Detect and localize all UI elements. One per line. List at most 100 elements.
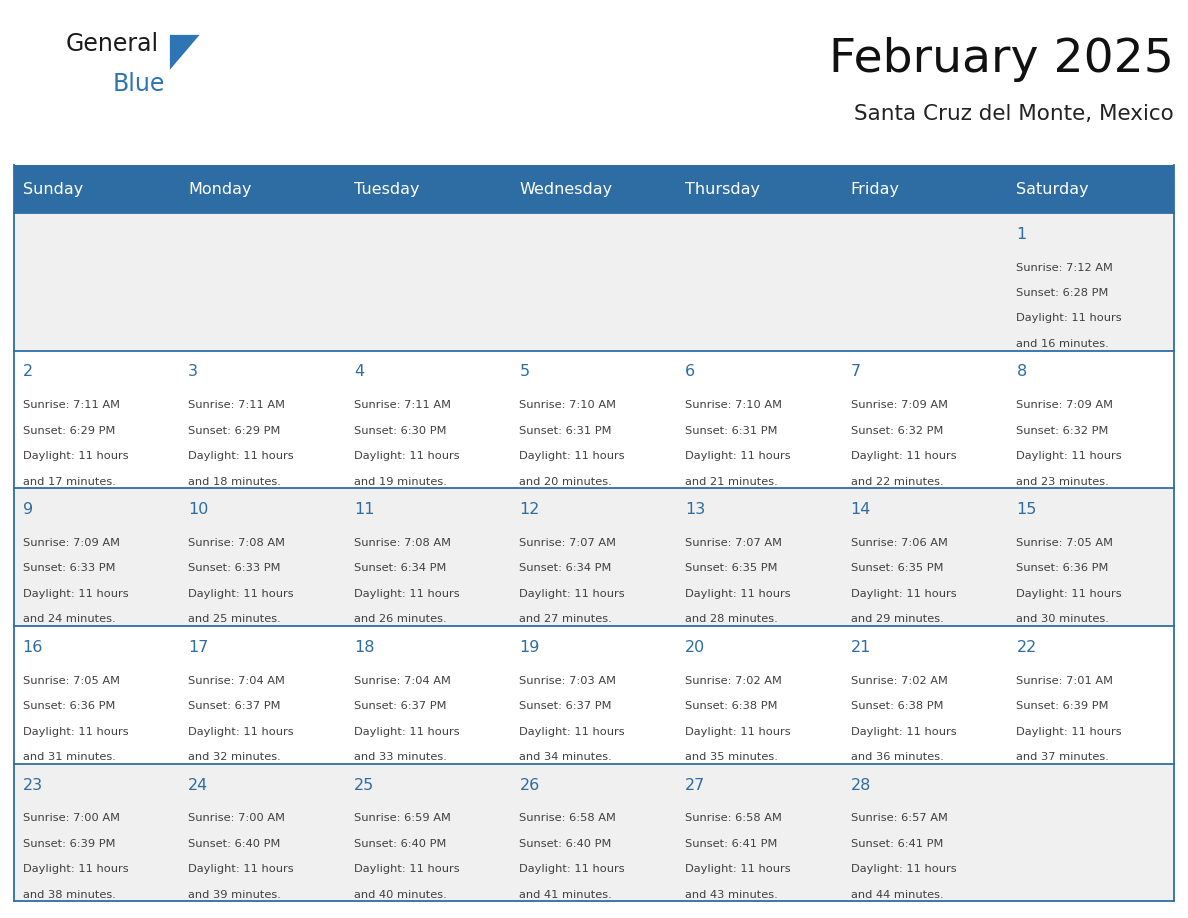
Text: 6: 6 (685, 364, 695, 379)
Text: and 31 minutes.: and 31 minutes. (23, 752, 115, 762)
Text: Blue: Blue (113, 72, 165, 95)
Text: Sunrise: 7:09 AM: Sunrise: 7:09 AM (23, 538, 120, 548)
Text: Daylight: 11 hours: Daylight: 11 hours (519, 864, 625, 874)
Text: Sunrise: 7:09 AM: Sunrise: 7:09 AM (1017, 400, 1113, 410)
Text: Santa Cruz del Monte, Mexico: Santa Cruz del Monte, Mexico (854, 104, 1174, 124)
Text: 19: 19 (519, 640, 539, 655)
Text: Daylight: 11 hours: Daylight: 11 hours (354, 589, 460, 599)
Text: Saturday: Saturday (1017, 182, 1089, 196)
Text: Sunset: 6:34 PM: Sunset: 6:34 PM (519, 564, 612, 574)
Text: Daylight: 11 hours: Daylight: 11 hours (188, 727, 293, 736)
Text: Daylight: 11 hours: Daylight: 11 hours (23, 727, 128, 736)
Text: Sunset: 6:40 PM: Sunset: 6:40 PM (519, 839, 612, 849)
Text: and 34 minutes.: and 34 minutes. (519, 752, 612, 762)
Text: Sunset: 6:36 PM: Sunset: 6:36 PM (23, 701, 115, 711)
Text: Sunrise: 6:59 AM: Sunrise: 6:59 AM (354, 813, 450, 823)
Text: 3: 3 (188, 364, 198, 379)
Text: Sunrise: 7:10 AM: Sunrise: 7:10 AM (519, 400, 617, 410)
Text: Sunrise: 7:00 AM: Sunrise: 7:00 AM (23, 813, 120, 823)
Text: Daylight: 11 hours: Daylight: 11 hours (354, 727, 460, 736)
Text: Sunrise: 6:58 AM: Sunrise: 6:58 AM (519, 813, 617, 823)
Text: 13: 13 (685, 502, 706, 517)
Text: Sunrise: 6:58 AM: Sunrise: 6:58 AM (685, 813, 782, 823)
Text: 27: 27 (685, 778, 706, 792)
Text: Thursday: Thursday (685, 182, 760, 196)
Text: Sunset: 6:31 PM: Sunset: 6:31 PM (685, 426, 778, 436)
Text: and 37 minutes.: and 37 minutes. (1017, 752, 1110, 762)
Text: Sunset: 6:31 PM: Sunset: 6:31 PM (519, 426, 612, 436)
Text: 7: 7 (851, 364, 861, 379)
Text: and 26 minutes.: and 26 minutes. (354, 614, 447, 624)
Text: 23: 23 (23, 778, 43, 792)
Text: Sunrise: 7:10 AM: Sunrise: 7:10 AM (685, 400, 782, 410)
Text: and 27 minutes.: and 27 minutes. (519, 614, 612, 624)
Text: Daylight: 11 hours: Daylight: 11 hours (354, 864, 460, 874)
Text: 24: 24 (188, 778, 208, 792)
Text: Daylight: 11 hours: Daylight: 11 hours (851, 452, 956, 461)
Text: 14: 14 (851, 502, 871, 517)
Text: Sunset: 6:37 PM: Sunset: 6:37 PM (188, 701, 280, 711)
Text: Daylight: 11 hours: Daylight: 11 hours (23, 589, 128, 599)
Text: 5: 5 (519, 364, 530, 379)
Text: Wednesday: Wednesday (519, 182, 613, 196)
Text: 1: 1 (1017, 227, 1026, 241)
Text: Sunrise: 6:57 AM: Sunrise: 6:57 AM (851, 813, 948, 823)
Text: 25: 25 (354, 778, 374, 792)
Text: Sunset: 6:41 PM: Sunset: 6:41 PM (685, 839, 777, 849)
Text: Sunset: 6:33 PM: Sunset: 6:33 PM (188, 564, 280, 574)
Text: Daylight: 11 hours: Daylight: 11 hours (851, 589, 956, 599)
Text: 20: 20 (685, 640, 706, 655)
Text: Daylight: 11 hours: Daylight: 11 hours (685, 589, 791, 599)
Text: Daylight: 11 hours: Daylight: 11 hours (851, 864, 956, 874)
Text: Daylight: 11 hours: Daylight: 11 hours (685, 727, 791, 736)
Text: Sunset: 6:37 PM: Sunset: 6:37 PM (354, 701, 447, 711)
Text: Daylight: 11 hours: Daylight: 11 hours (354, 452, 460, 461)
Text: 12: 12 (519, 502, 539, 517)
Text: Sunset: 6:35 PM: Sunset: 6:35 PM (685, 564, 778, 574)
Text: Daylight: 11 hours: Daylight: 11 hours (23, 864, 128, 874)
Text: and 39 minutes.: and 39 minutes. (188, 890, 282, 900)
Text: 28: 28 (851, 778, 871, 792)
Text: Sunset: 6:34 PM: Sunset: 6:34 PM (354, 564, 447, 574)
Text: Sunset: 6:29 PM: Sunset: 6:29 PM (188, 426, 280, 436)
Text: Sunrise: 7:05 AM: Sunrise: 7:05 AM (23, 676, 120, 686)
Text: and 38 minutes.: and 38 minutes. (23, 890, 115, 900)
Text: Sunrise: 7:12 AM: Sunrise: 7:12 AM (1017, 263, 1113, 273)
Text: Sunset: 6:36 PM: Sunset: 6:36 PM (1017, 564, 1108, 574)
Text: Sunset: 6:40 PM: Sunset: 6:40 PM (354, 839, 447, 849)
Text: Sunrise: 7:04 AM: Sunrise: 7:04 AM (188, 676, 285, 686)
Text: and 35 minutes.: and 35 minutes. (685, 752, 778, 762)
Bar (842, 165, 1009, 213)
Text: Sunrise: 7:05 AM: Sunrise: 7:05 AM (1017, 538, 1113, 548)
Text: Sunrise: 7:07 AM: Sunrise: 7:07 AM (519, 538, 617, 548)
Text: Sunrise: 7:03 AM: Sunrise: 7:03 AM (519, 676, 617, 686)
Text: and 20 minutes.: and 20 minutes. (519, 476, 612, 487)
Text: Daylight: 11 hours: Daylight: 11 hours (519, 727, 625, 736)
Text: and 19 minutes.: and 19 minutes. (354, 476, 447, 487)
Bar (511, 165, 677, 213)
Text: 10: 10 (188, 502, 209, 517)
Text: Sunset: 6:38 PM: Sunset: 6:38 PM (685, 701, 778, 711)
Text: 4: 4 (354, 364, 364, 379)
Bar (14, 488, 1174, 626)
Text: Monday: Monday (188, 182, 252, 196)
Text: and 29 minutes.: and 29 minutes. (851, 614, 943, 624)
Text: and 25 minutes.: and 25 minutes. (188, 614, 280, 624)
Text: and 17 minutes.: and 17 minutes. (23, 476, 115, 487)
Text: 11: 11 (354, 502, 374, 517)
Text: Daylight: 11 hours: Daylight: 11 hours (685, 452, 791, 461)
Text: Sunrise: 7:11 AM: Sunrise: 7:11 AM (23, 400, 120, 410)
Text: and 23 minutes.: and 23 minutes. (1017, 476, 1110, 487)
Text: Sunset: 6:32 PM: Sunset: 6:32 PM (851, 426, 943, 436)
Text: and 24 minutes.: and 24 minutes. (23, 614, 115, 624)
Text: Sunrise: 7:11 AM: Sunrise: 7:11 AM (188, 400, 285, 410)
Text: and 21 minutes.: and 21 minutes. (685, 476, 778, 487)
Text: Friday: Friday (851, 182, 899, 196)
Text: 2: 2 (23, 364, 32, 379)
Text: Daylight: 11 hours: Daylight: 11 hours (1017, 314, 1121, 323)
Text: Sunset: 6:41 PM: Sunset: 6:41 PM (851, 839, 943, 849)
Text: and 40 minutes.: and 40 minutes. (354, 890, 447, 900)
Text: Sunset: 6:35 PM: Sunset: 6:35 PM (851, 564, 943, 574)
Text: Sunset: 6:39 PM: Sunset: 6:39 PM (23, 839, 115, 849)
Bar (14, 764, 1174, 901)
